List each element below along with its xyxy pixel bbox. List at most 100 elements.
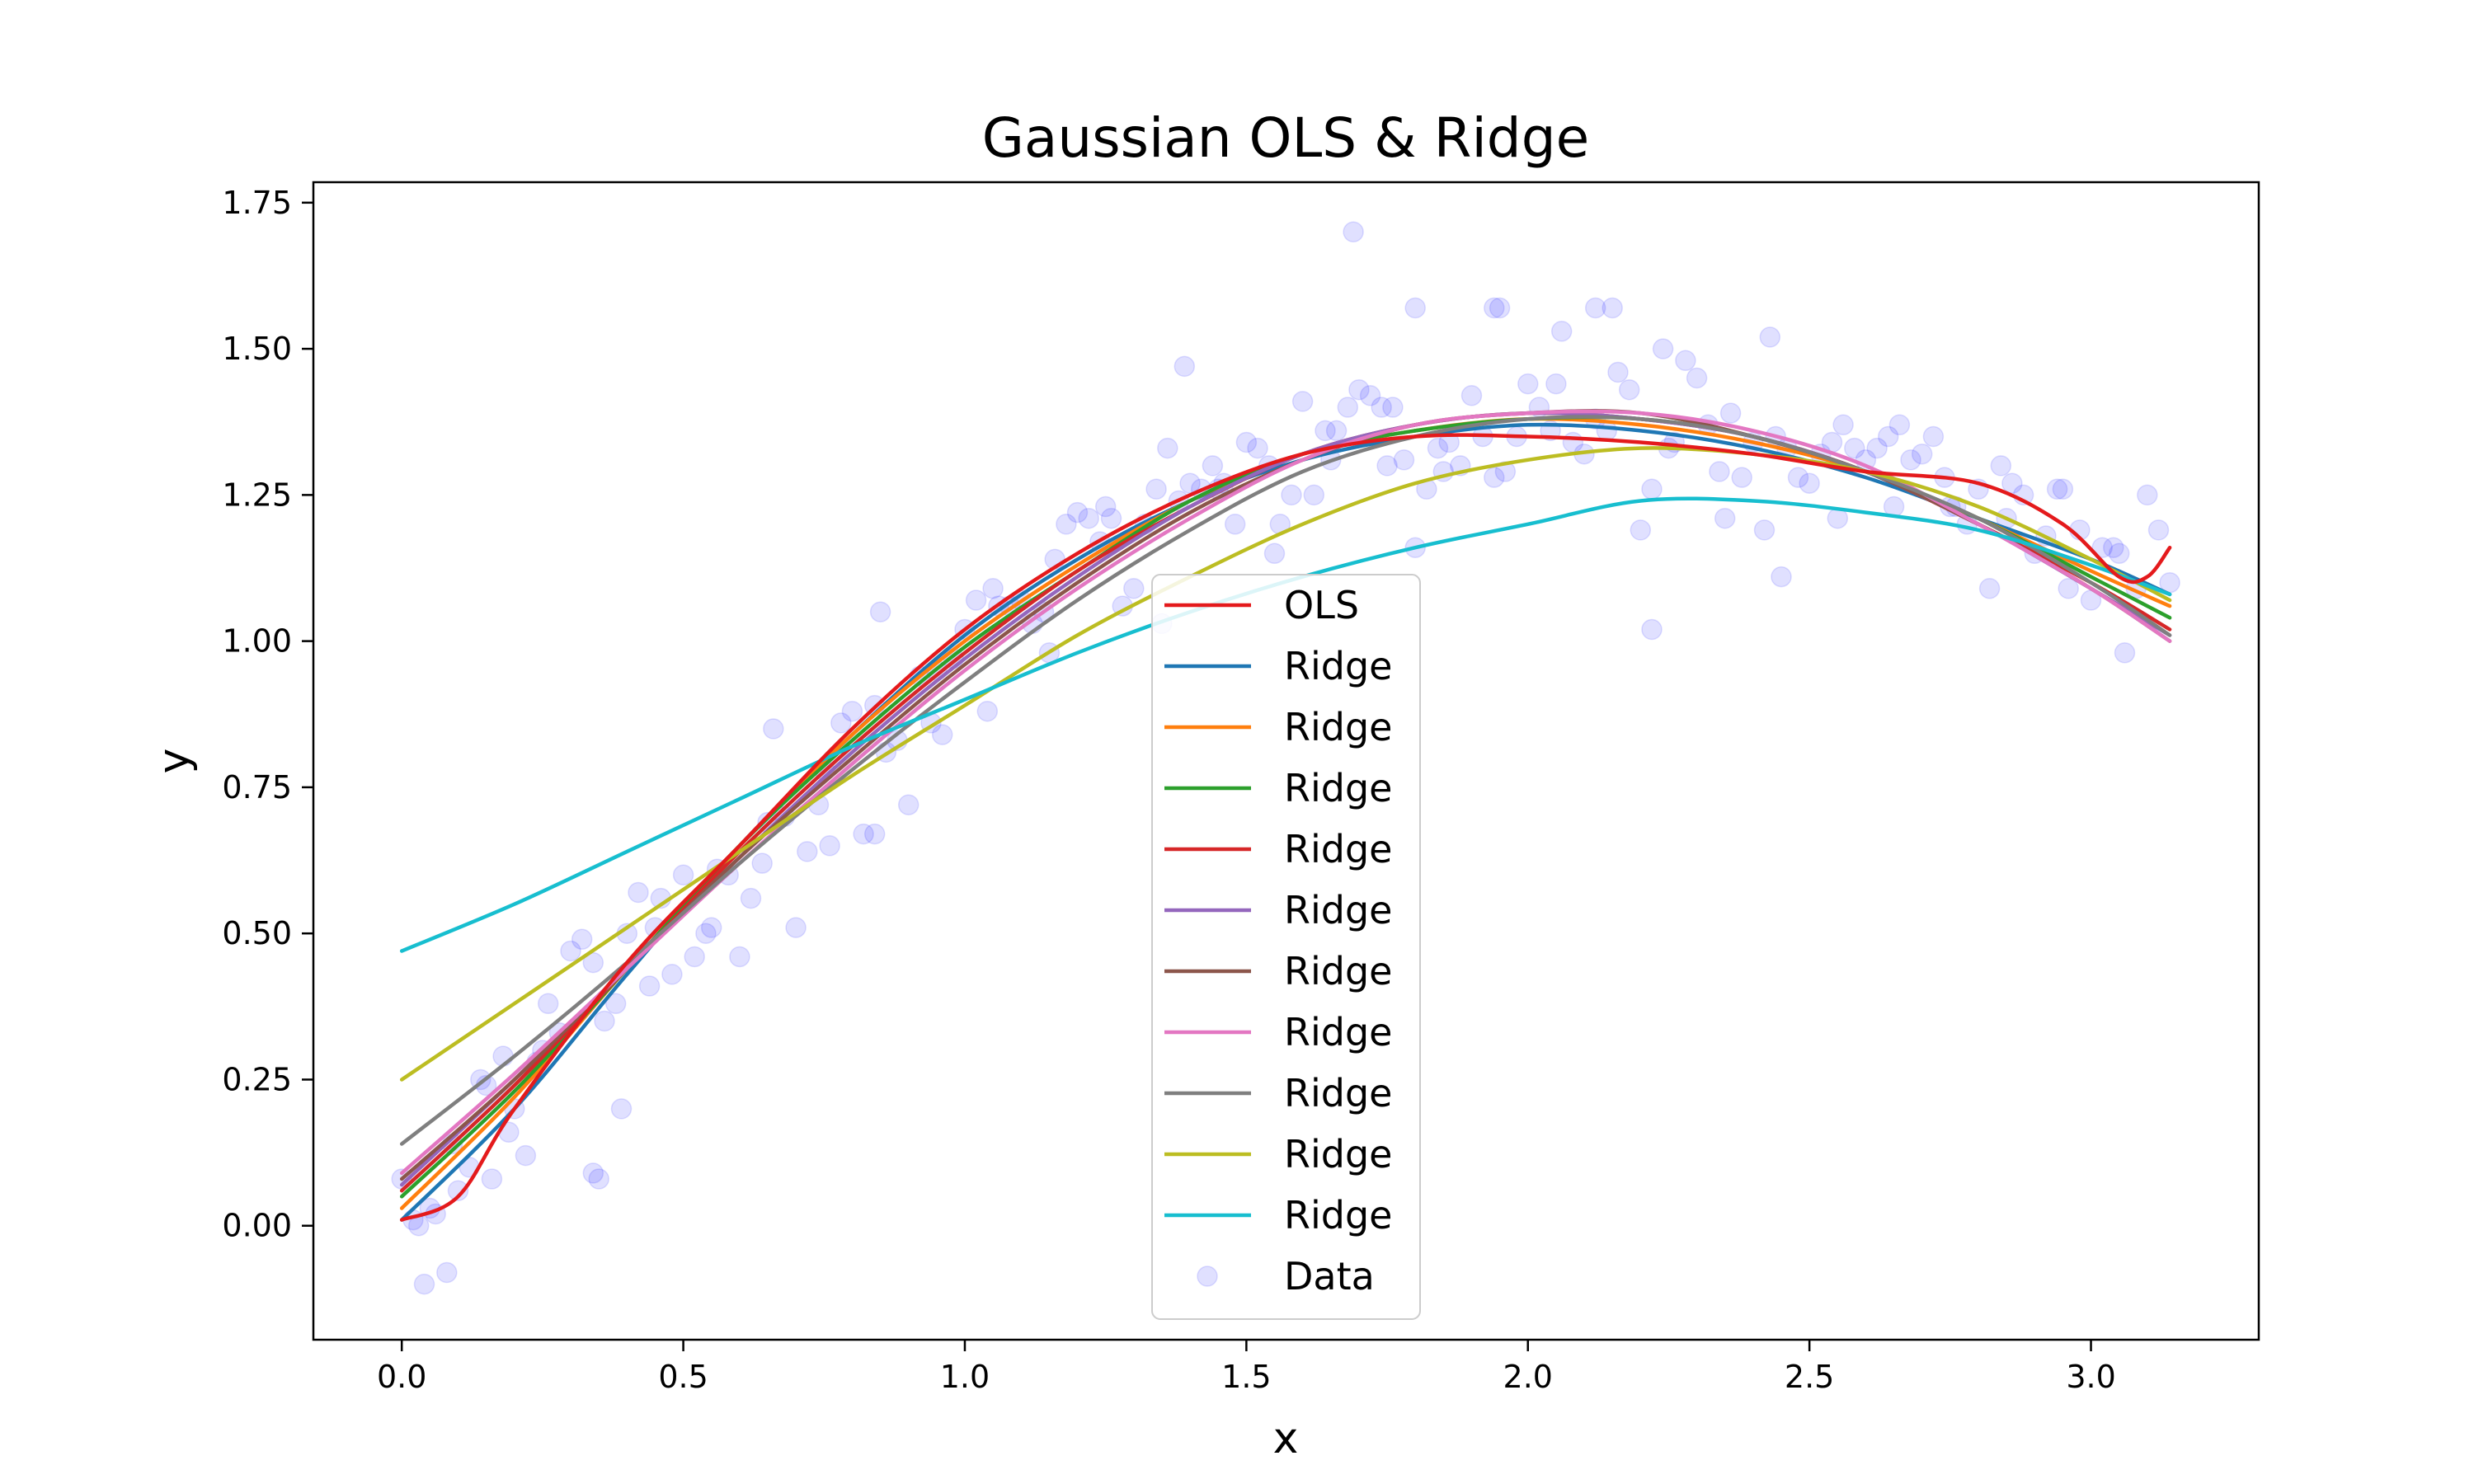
- data-point: [1832, 414, 1854, 436]
- data-point: [785, 917, 807, 938]
- y-tick-label: 1.50: [222, 331, 292, 367]
- data-point: [661, 964, 683, 985]
- data-point: [1484, 297, 1505, 319]
- data-point: [2052, 478, 2074, 500]
- data-point: [797, 841, 818, 862]
- legend-swatch: [1197, 1266, 1218, 1287]
- data-point: [1427, 437, 1449, 459]
- data-point: [1844, 437, 1865, 459]
- data-point: [1630, 519, 1652, 541]
- data-point: [1753, 519, 1776, 541]
- data-point: [1911, 443, 1933, 465]
- legend-label: OLS: [1284, 583, 1359, 627]
- legend-label: Data: [1284, 1254, 1375, 1298]
- x-tick-label: 2.0: [1503, 1359, 1553, 1395]
- data-point: [1866, 437, 1888, 459]
- data-point: [588, 1168, 609, 1190]
- legend-label: Ridge: [1284, 1010, 1392, 1054]
- legend-label: Ridge: [1284, 1071, 1392, 1115]
- series-line-ridge-9: [399, 446, 2172, 1082]
- data-point: [1315, 420, 1336, 442]
- data-point: [2114, 642, 2136, 664]
- data-point: [1990, 455, 2012, 477]
- data-point: [729, 946, 750, 968]
- data-point: [1078, 507, 1099, 529]
- data-point: [447, 1180, 469, 1201]
- data-point: [1731, 467, 1752, 488]
- y-axis: 0.00 0.25 0.50 0.75 1.00 1.25 1.50 1.75: [222, 185, 313, 1244]
- y-tick-label: 0.00: [222, 1208, 292, 1244]
- data-point: [863, 823, 886, 845]
- data-point: [1359, 385, 1381, 406]
- data-point: [1771, 566, 1792, 588]
- data-point: [1247, 437, 1268, 459]
- data-point: [413, 1273, 435, 1295]
- data-point: [1922, 425, 1945, 448]
- data-point: [1224, 514, 1246, 535]
- data-point: [1489, 297, 1511, 319]
- data-point: [830, 712, 852, 734]
- y-axis-title: y: [149, 749, 199, 774]
- y-tick-label: 1.00: [222, 623, 292, 660]
- legend-label: Ridge: [1284, 888, 1392, 932]
- legend-label: Ridge: [1284, 766, 1392, 810]
- y-tick-label: 0.75: [222, 769, 292, 805]
- data-point: [1799, 472, 1820, 494]
- data-point: [2091, 537, 2113, 558]
- y-tick-label: 0.25: [222, 1061, 292, 1097]
- data-point: [1652, 338, 1674, 359]
- data-point: [1094, 495, 1117, 518]
- data-point: [853, 823, 874, 845]
- legend: OLS Ridge Ridge Ridge Ridge Ridge Ridge Ridge Ri…: [1151, 574, 1421, 1320]
- data-point: [2058, 578, 2079, 599]
- legend-label: Ridge: [1284, 705, 1392, 749]
- x-tick-label: 2.5: [1785, 1359, 1834, 1395]
- data-point: [1393, 449, 1415, 471]
- data-point: [1759, 326, 1781, 348]
- x-tick-label: 0.5: [658, 1359, 708, 1395]
- data-point: [684, 946, 705, 968]
- data-point: [537, 993, 559, 1015]
- data-point: [1709, 461, 1730, 482]
- data-point: [610, 1098, 633, 1120]
- data-point: [976, 700, 999, 722]
- data-point: [2103, 537, 2124, 558]
- data-point: [1641, 618, 1663, 641]
- data-point: [1235, 431, 1258, 453]
- data-point: [869, 601, 891, 622]
- data-point: [2046, 478, 2068, 500]
- data-point: [1484, 467, 1505, 488]
- legend-label: Ridge: [1284, 1132, 1392, 1176]
- legend-label: Ridge: [1284, 644, 1392, 688]
- data-point: [1686, 367, 1708, 389]
- data-point: [1714, 507, 1736, 529]
- series-line-ols: [399, 433, 2172, 1222]
- data-point: [1618, 378, 1640, 401]
- data-point: [1281, 484, 1302, 506]
- data-point: [1978, 578, 2001, 599]
- data-point: [1174, 355, 1196, 378]
- data-point: [1545, 373, 1567, 395]
- data-point: [695, 923, 717, 944]
- data-point: [604, 993, 627, 1015]
- data-point: [1056, 514, 1077, 535]
- data-point: [1337, 397, 1359, 418]
- data-point: [1376, 455, 1398, 477]
- data-point: [751, 852, 773, 874]
- data-point: [1607, 361, 1629, 383]
- data-point: [1100, 507, 1122, 529]
- data-point: [1145, 478, 1167, 500]
- data-point: [1291, 391, 1314, 412]
- data-point: [1348, 378, 1370, 401]
- legend-box: [1151, 574, 1421, 1320]
- data-point: [594, 1010, 615, 1032]
- data-point: [436, 1261, 458, 1284]
- data-point: [1719, 402, 1742, 424]
- data-point: [582, 951, 604, 974]
- y-tick-label: 1.25: [222, 477, 292, 513]
- data-point: [819, 835, 840, 857]
- data-point: [1584, 297, 1606, 319]
- data-point: [700, 917, 722, 938]
- data-point: [582, 1162, 604, 1184]
